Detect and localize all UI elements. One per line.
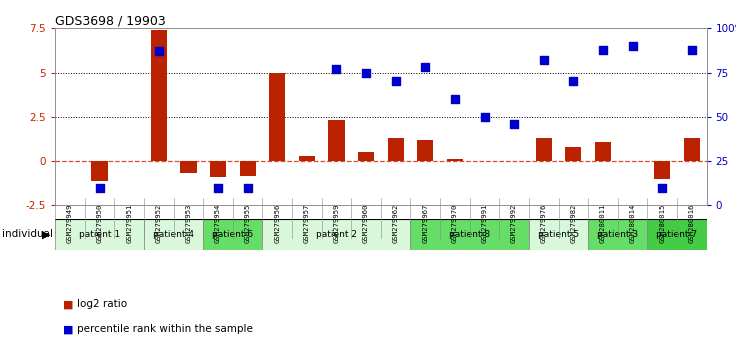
Point — [538, 57, 550, 63]
Text: GSM280016: GSM280016 — [689, 203, 695, 242]
Point — [509, 121, 520, 127]
Text: patient 1: patient 1 — [79, 230, 120, 239]
Point — [390, 79, 402, 84]
Text: GSM279957: GSM279957 — [304, 203, 310, 242]
Text: ■: ■ — [63, 299, 73, 309]
Text: patient 7: patient 7 — [657, 230, 698, 239]
Point — [93, 185, 105, 190]
Bar — [411, 219, 529, 250]
Text: ▶: ▶ — [42, 229, 51, 239]
Text: GSM279953: GSM279953 — [185, 203, 191, 242]
Text: patient 5: patient 5 — [538, 230, 579, 239]
Text: patient 8: patient 8 — [449, 230, 490, 239]
Bar — [684, 138, 700, 161]
Text: patient 4: patient 4 — [153, 230, 194, 239]
Text: GSM279967: GSM279967 — [422, 203, 428, 242]
Text: GSM279952: GSM279952 — [156, 203, 162, 242]
Text: GSM279955: GSM279955 — [244, 203, 251, 242]
Bar — [565, 147, 581, 161]
Bar — [447, 159, 463, 161]
Bar — [588, 219, 648, 250]
Bar — [210, 161, 226, 177]
Bar — [595, 142, 611, 161]
Point — [657, 185, 668, 190]
Point — [241, 185, 253, 190]
Text: GSM279976: GSM279976 — [541, 203, 547, 242]
Bar — [299, 156, 315, 161]
Bar — [529, 219, 588, 250]
Bar — [654, 161, 670, 179]
Text: GSM279991: GSM279991 — [481, 203, 487, 242]
Point — [153, 48, 165, 54]
Text: GSM279992: GSM279992 — [511, 203, 517, 242]
Text: patient 6: patient 6 — [212, 230, 253, 239]
Text: GSM279954: GSM279954 — [215, 203, 221, 242]
Bar — [536, 138, 552, 161]
Point — [212, 185, 224, 190]
Bar — [239, 161, 256, 176]
Bar — [358, 152, 374, 161]
Text: GSM280011: GSM280011 — [600, 203, 606, 242]
Text: GSM279950: GSM279950 — [96, 203, 102, 242]
Text: GSM279960: GSM279960 — [363, 203, 369, 242]
Text: GSM280015: GSM280015 — [659, 203, 665, 242]
Point — [686, 47, 698, 52]
Bar — [648, 219, 707, 250]
Bar — [263, 219, 411, 250]
Point — [330, 66, 342, 72]
Text: GSM279982: GSM279982 — [570, 203, 576, 242]
Bar — [180, 161, 197, 173]
Text: GSM279951: GSM279951 — [126, 203, 132, 242]
Bar — [91, 161, 107, 181]
Text: percentile rank within the sample: percentile rank within the sample — [77, 324, 253, 334]
Text: log2 ratio: log2 ratio — [77, 299, 127, 309]
Text: GSM280014: GSM280014 — [629, 203, 636, 242]
Text: individual: individual — [2, 229, 53, 239]
Text: GSM279970: GSM279970 — [452, 203, 458, 242]
Point — [478, 114, 490, 120]
Bar — [144, 219, 203, 250]
Point — [420, 64, 431, 70]
Point — [360, 70, 372, 75]
Text: GSM279956: GSM279956 — [275, 203, 280, 242]
Point — [567, 79, 579, 84]
Point — [449, 96, 461, 102]
Bar — [388, 138, 404, 161]
Point — [597, 47, 609, 52]
Point — [626, 43, 638, 49]
Text: patient 2: patient 2 — [316, 230, 357, 239]
Text: GSM279949: GSM279949 — [67, 203, 73, 242]
Text: GSM279962: GSM279962 — [393, 203, 399, 242]
Text: patient 3: patient 3 — [597, 230, 638, 239]
Bar — [203, 219, 263, 250]
Bar — [55, 219, 144, 250]
Text: ■: ■ — [63, 324, 73, 334]
Bar — [417, 140, 434, 161]
Text: GDS3698 / 19903: GDS3698 / 19903 — [54, 14, 166, 27]
Bar — [328, 120, 344, 161]
Bar — [151, 30, 167, 161]
Text: GSM279959: GSM279959 — [333, 203, 339, 242]
Bar — [269, 73, 286, 161]
